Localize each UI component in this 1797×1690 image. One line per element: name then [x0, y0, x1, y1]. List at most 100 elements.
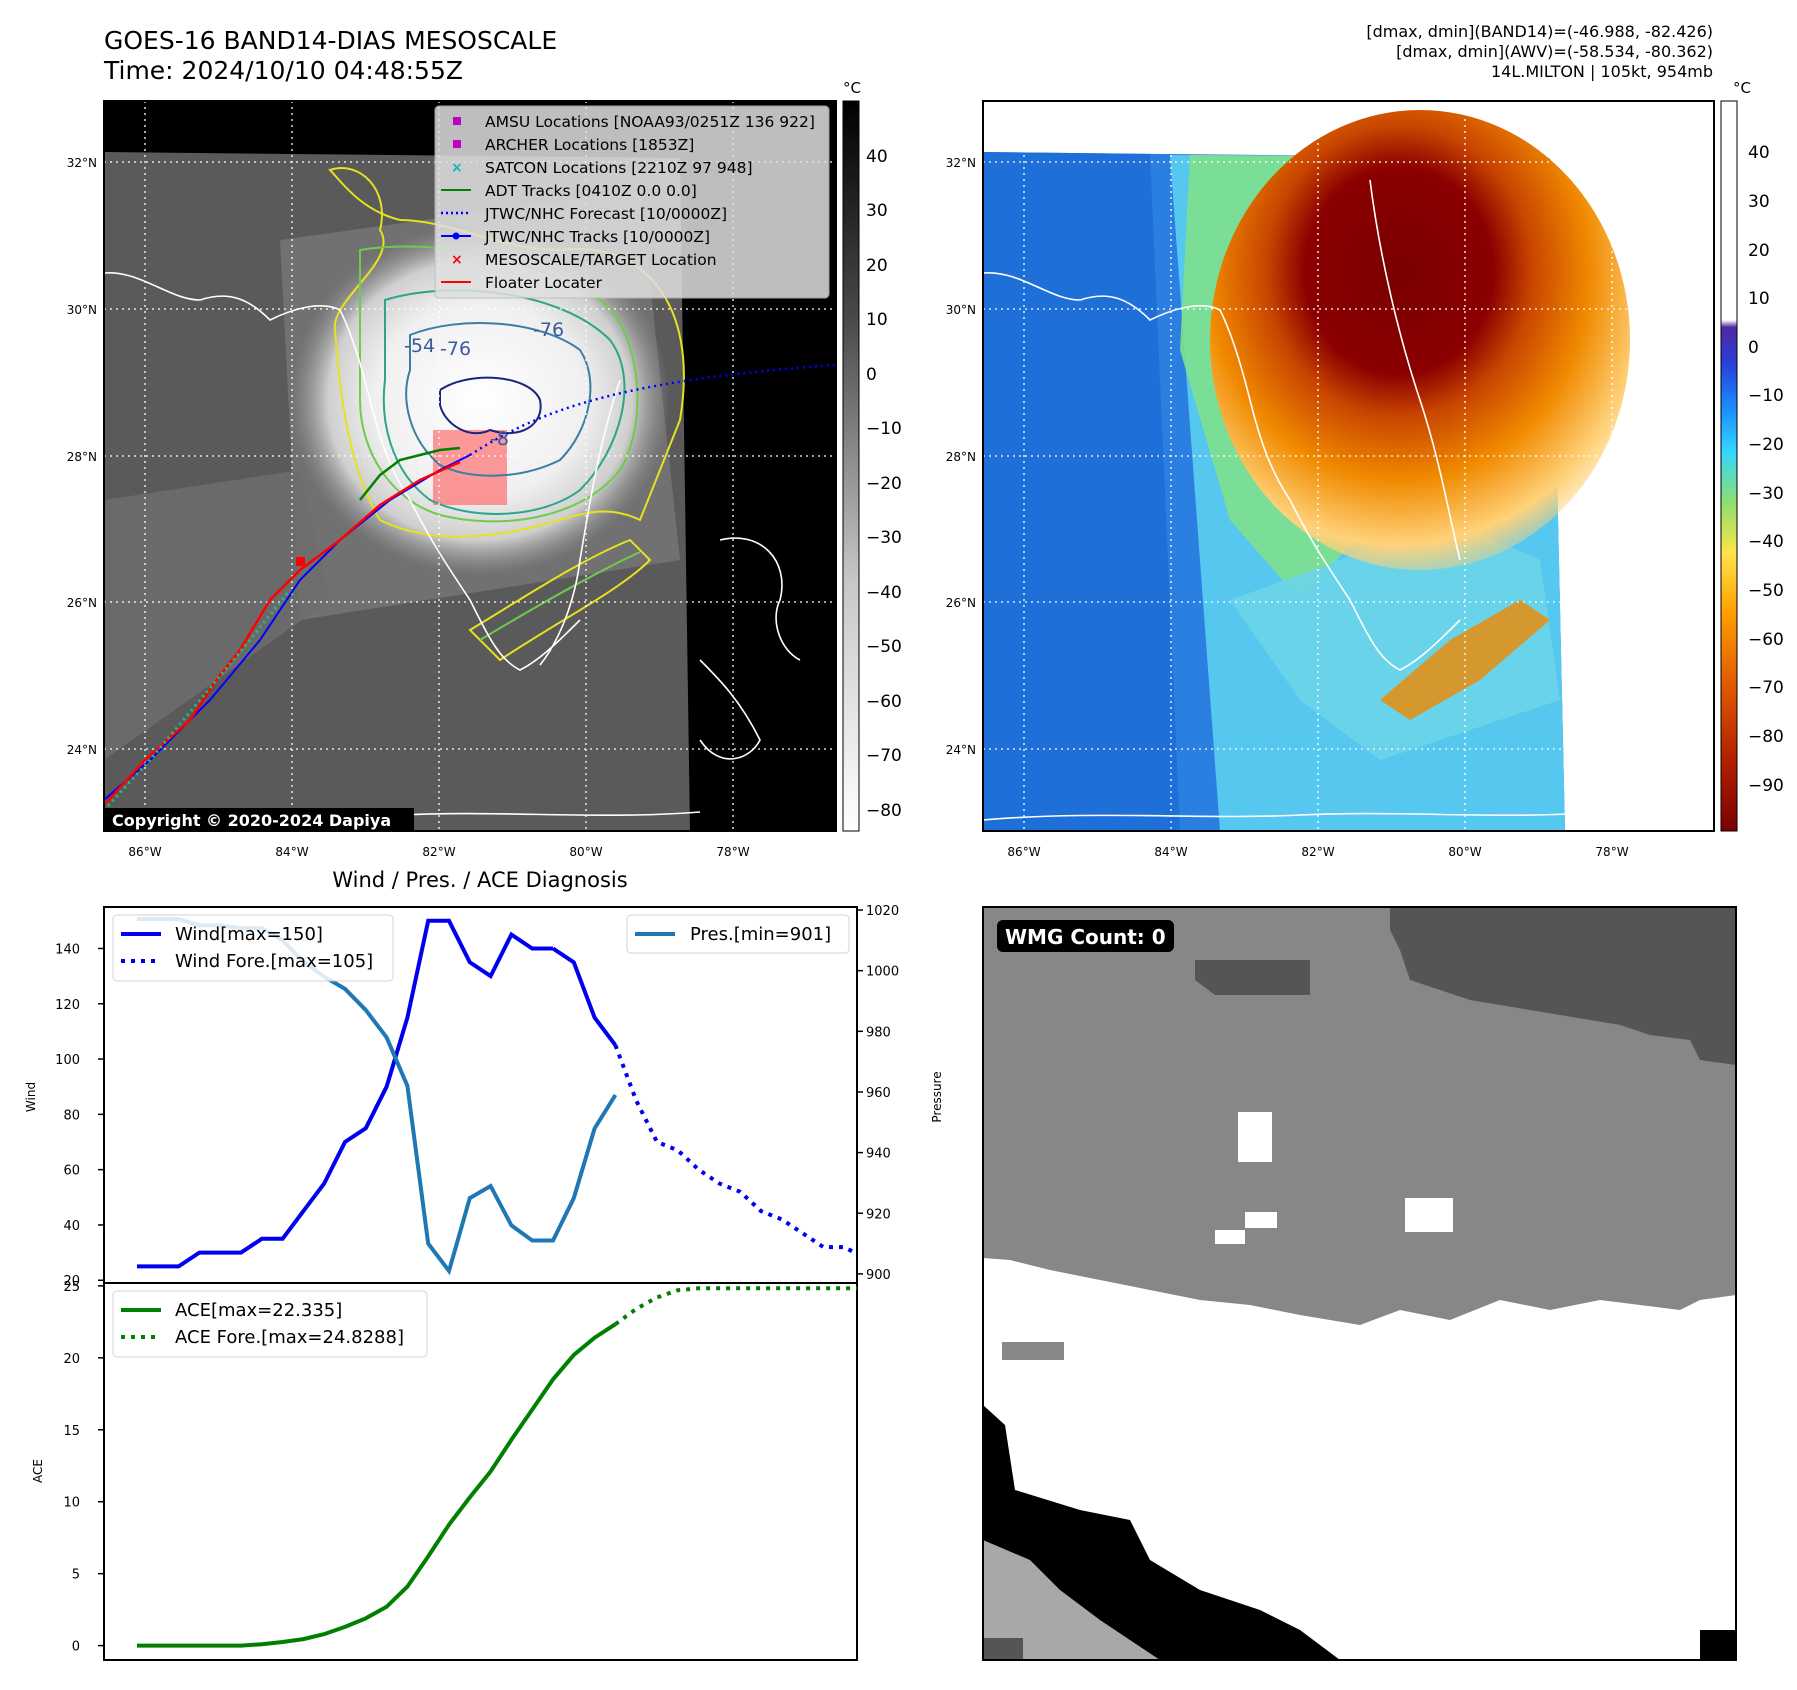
- info-line-1: [dmax, dmin](BAND14)=(-46.988, -82.426): [1366, 22, 1713, 41]
- colorbar-tick: −70: [866, 746, 902, 766]
- ace-tick-label: 5: [72, 1568, 80, 1583]
- ace-tick-label: 25: [63, 1280, 80, 1295]
- pressure-tick-label: 900: [866, 1268, 891, 1283]
- lat-label: 30°N: [946, 303, 976, 317]
- colorbar-tick: −70: [1748, 678, 1784, 698]
- map-right-ticks: 86°W 84°W 82°W 80°W 78°W 32°N 30°N 28°N …: [946, 156, 1629, 859]
- info-line-2: [dmax, dmin](AWV)=(-58.534, -80.362): [1396, 42, 1713, 61]
- lat-label: 28°N: [67, 450, 97, 464]
- colorbar-tick: 30: [866, 201, 888, 221]
- wind-tick-label: 120: [55, 998, 80, 1013]
- colorbar-tick: −40: [866, 583, 902, 603]
- colorbar-tick: 0: [866, 365, 877, 385]
- map-left-ticks: 86°W 84°W 82°W 80°W 78°W 32°N 30°N 28°N …: [67, 156, 750, 859]
- lon-label: 80°W: [1448, 845, 1481, 859]
- lat-label: 28°N: [946, 450, 976, 464]
- legend-label: Wind[max=150]: [175, 924, 323, 945]
- colorbar-tick: −50: [1748, 581, 1784, 601]
- lon-label: 86°W: [1007, 845, 1040, 859]
- wind-tick-label: 80: [63, 1108, 80, 1123]
- legend-label: JTWC/NHC Tracks [10/0000Z]: [484, 228, 710, 246]
- legend-label: ARCHER Locations [1853Z]: [485, 136, 694, 154]
- pressure-tick-label: 960: [866, 1086, 891, 1101]
- wind-legend: Wind[max=150] Wind Fore.[max=105]: [112, 914, 394, 982]
- lat-label: 24°N: [946, 743, 976, 757]
- color-colorbar: °C 40 30 20 10 0 −10 −20 −30 −40 −50 −60…: [1720, 79, 1784, 832]
- pressure-tick-label: 920: [866, 1207, 891, 1222]
- lat-label: 32°N: [946, 156, 976, 170]
- colorbar-tick: −30: [866, 528, 902, 548]
- lon-label: 78°W: [1595, 845, 1628, 859]
- lon-label: 82°W: [1301, 845, 1334, 859]
- wind-forecast-line: [613, 1044, 857, 1257]
- colorbar-tick: −90: [1748, 776, 1784, 796]
- pressure-axis-label: Pressure: [930, 1071, 944, 1122]
- wind-tick-label: 60: [63, 1164, 80, 1179]
- ace-plot: [137, 1286, 857, 1648]
- colorbar-tick: −40: [1748, 532, 1784, 552]
- colorbar-tick: 10: [866, 310, 888, 330]
- lon-label: 82°W: [422, 845, 455, 859]
- colorbar-tick: −10: [866, 419, 902, 439]
- ace-y-ticks: 0 5 10 15 20 25: [63, 1280, 104, 1655]
- svg-text:×: ×: [451, 252, 463, 268]
- figure-title: GOES-16 BAND14-DIAS MESOSCALE Time: 2024…: [104, 26, 557, 86]
- colorbar-tick: 10: [1748, 289, 1770, 309]
- wind-y-ticks: 20 40 60 80 100 120 140: [55, 942, 104, 1289]
- wind-tick-label: 100: [55, 1053, 80, 1068]
- info-line-3: 14L.MILTON | 105kt, 954mb: [1490, 62, 1713, 81]
- wind-tick-label: 40: [63, 1219, 80, 1234]
- colorbar-tick: −60: [866, 692, 902, 712]
- lat-label: 24°N: [67, 743, 97, 757]
- awv-color-map: [983, 101, 1714, 831]
- lon-label: 80°W: [569, 845, 602, 859]
- lon-label: 84°W: [275, 845, 308, 859]
- legend-label: SATCON Locations [2210Z 97 948]: [485, 159, 753, 177]
- ace-tick-label: 10: [63, 1496, 80, 1511]
- lat-label: 30°N: [67, 303, 97, 317]
- ace-line: [137, 1322, 617, 1648]
- colorbar-tick: −30: [1748, 484, 1784, 504]
- colorbar-tick: −20: [866, 474, 902, 494]
- ace-tick-label: 15: [63, 1424, 80, 1439]
- legend-label: MESOSCALE/TARGET Location: [485, 251, 717, 269]
- wind-axis-label: Wind: [24, 1082, 38, 1112]
- legend-label: ACE Fore.[max=24.8288]: [175, 1327, 404, 1348]
- map-legend: × × AMSU Locations [NOAA93/0251Z 136 922…: [434, 105, 830, 299]
- lon-label: 78°W: [716, 845, 749, 859]
- grayscale-colorbar: °C 40 30 20 10 0 −10 −20 −30 −40 −50 −60…: [842, 79, 902, 832]
- storm-info: [dmax, dmin](BAND14)=(-46.988, -82.426) …: [1366, 22, 1713, 82]
- legend-label: JTWC/NHC Forecast [10/0000Z]: [484, 205, 727, 223]
- lat-label: 26°N: [67, 596, 97, 610]
- colorbar-tick: −80: [866, 801, 902, 821]
- pressure-tick-label: 980: [866, 1025, 891, 1040]
- colorbar-tick: −60: [1748, 630, 1784, 650]
- ace-forecast-line: [614, 1286, 857, 1326]
- colorbar-tick: 0: [1748, 338, 1759, 358]
- pressure-tick-label: 940: [866, 1147, 891, 1162]
- colorbar-tick: −50: [866, 637, 902, 657]
- colorbar-tick: 20: [866, 256, 888, 276]
- ace-axis-label: ACE: [31, 1459, 45, 1483]
- title-line-1: GOES-16 BAND14-DIAS MESOSCALE: [104, 26, 558, 55]
- colorbar-unit: °C: [1733, 79, 1751, 97]
- pressure-tick-label: 1000: [866, 965, 899, 980]
- lat-label: 26°N: [946, 596, 976, 610]
- legend-label: AMSU Locations [NOAA93/0251Z 136 922]: [485, 113, 815, 131]
- colorbar-tick: 20: [1748, 241, 1770, 261]
- contour-label: -76: [533, 319, 564, 341]
- title-line-2: Time: 2024/10/10 04:48:55Z: [104, 56, 463, 85]
- ace-tick-label: 20: [63, 1352, 80, 1367]
- colorbar-unit: °C: [843, 79, 861, 97]
- colorbar-tick: 40: [866, 147, 888, 167]
- colorbar-tick: −80: [1748, 727, 1784, 747]
- pressure-y-ticks: 900 920 940 960 980 1000 1020: [857, 904, 899, 1283]
- wind-line: [551, 946, 617, 1047]
- colorbar-tick: −20: [1748, 435, 1784, 455]
- colorbar-tick: 30: [1748, 192, 1770, 212]
- wmg-count-label: WMG Count: 0: [1005, 925, 1166, 949]
- wind-tick-label: 20: [63, 1274, 80, 1289]
- diagnosis-title: Wind / Pres. / ACE Diagnosis: [332, 868, 627, 892]
- contour-label: -54: [404, 335, 435, 357]
